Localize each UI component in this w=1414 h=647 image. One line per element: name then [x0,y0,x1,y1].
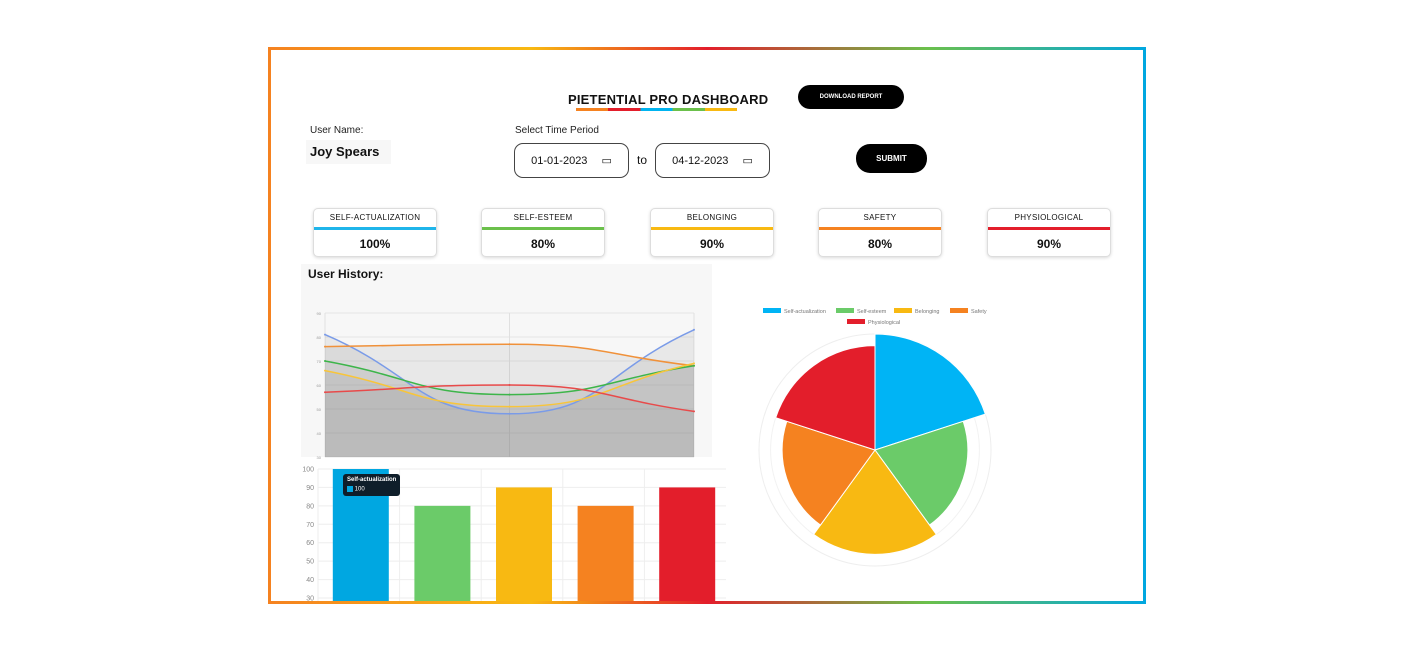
line-area-self-actualization [325,329,694,457]
line-point [324,333,326,336]
user-name-label: User Name: [310,125,364,136]
polar-slice-self-actualization [874,333,986,451]
bar-belonging [496,487,552,601]
line-point [324,360,326,362]
legend-label: Safety [971,309,987,315]
start-date-input[interactable]: 01-01-2023 ▭ [514,143,629,178]
card-value: 80% [867,237,893,251]
calendar-icon[interactable]: ▭ [742,155,753,167]
line-point [693,362,695,365]
time-period-label: Select Time Period [515,125,599,136]
polar-slice-self-esteem [874,420,969,526]
y-tick-label: 40 [317,431,322,436]
polar-slice-belonging [812,449,938,555]
submit-button[interactable]: SUBMIT [856,144,927,173]
legend-label: Physiological [868,320,900,326]
y-tick-label: 90 [317,311,322,316]
line-point [508,405,511,408]
line-point [508,412,511,415]
bar-y-tick-label: 50 [306,559,314,566]
tooltip-swatch [347,486,353,492]
page-title: PIETENTIAL PRO DASHBOARD [568,92,769,107]
card-color-bar [482,227,604,230]
end-date-input[interactable]: 04-12-2023 ▭ [655,143,770,178]
line-point [693,410,695,413]
line-area-self-esteem [325,361,694,457]
legend-swatch [836,308,854,313]
line-point [324,369,326,372]
card-color-bar [314,227,436,230]
line-point [693,328,695,331]
bar-y-tick-label: 60 [306,540,314,547]
y-tick-label: 70 [317,359,322,364]
bar-y-tick-label: 70 [306,522,314,529]
legend-label: Self-esteem [857,309,887,315]
line-point [693,364,695,367]
end-date-value: 04-12-2023 [672,154,729,167]
line-area-safety [325,344,694,457]
bar-y-tick-label: 90 [306,485,314,492]
start-date-value: 01-01-2023 [531,154,588,167]
card-value: 90% [1036,237,1062,251]
legend-swatch [847,319,865,324]
bar-y-tick-label: 80 [306,503,314,510]
tooltip-title: Self-actualization [347,477,397,483]
bar-safety [577,505,634,601]
to-label: to [637,153,648,167]
score-card-self-esteem: SELF-ESTEEM 80% [481,208,605,257]
bar-physiological [659,487,716,601]
card-color-bar [819,227,941,230]
card-label: SAFETY [863,213,897,222]
line-point [324,345,326,348]
calendar-icon[interactable]: ▭ [601,155,612,167]
y-tick-label: 30 [317,455,322,460]
score-card-belonging: BELONGING 90% [650,208,774,257]
card-label: PHYSIOLOGICAL [1014,213,1084,222]
legend-label: Self-actualization [784,309,826,315]
legend-swatch [950,308,968,313]
bar-y-tick-label: 40 [306,577,314,584]
history-title: User History: [308,267,384,281]
y-tick-label: 50 [317,407,322,412]
bar-tooltip: Self-actualization 100 [343,474,401,496]
user-name-value: Joy Spears [306,140,391,164]
dashboard-frame: PIETENTIAL PRO DASHBOARD DOWNLOAD REPORT… [268,47,1146,604]
tooltip-value: 100 [354,486,365,493]
legend-label: Belonging [915,309,939,315]
line-area-belonging [325,363,694,457]
card-value: 80% [530,237,556,251]
card-value: 100% [359,237,391,251]
score-card-safety: SAFETY 80% [818,208,942,257]
legend-swatch [894,308,912,313]
polar-slice-safety [781,420,876,526]
line-point [508,343,511,346]
card-label: BELONGING [686,213,738,222]
bar-y-tick-label: 100 [302,467,314,474]
charts-canvas: 3040506070809030405060708090100Self-actu… [302,308,992,602]
score-card-physiological: PHYSIOLOGICAL 90% [987,208,1111,257]
card-color-bar [651,227,773,230]
download-report-button[interactable]: DOWNLOAD REPORT [798,85,904,109]
card-label: SELF-ESTEEM [513,213,573,222]
title-underline [576,108,737,111]
line-point [508,393,511,396]
card-value: 90% [699,237,725,251]
bar-self-esteem [414,505,471,601]
card-label: SELF-ACTUALIZATION [329,213,421,222]
line-area-physiological [325,385,694,457]
line-point [324,391,326,394]
line-point [508,384,511,386]
card-color-bar [988,227,1110,230]
score-card-self-actualization: SELF-ACTUALIZATION 100% [313,208,437,257]
bar-y-tick-label: 30 [306,596,314,602]
y-tick-label: 60 [317,383,322,388]
legend-swatch [763,308,781,313]
y-tick-label: 80 [317,335,322,340]
polar-slice-physiological [775,345,876,451]
